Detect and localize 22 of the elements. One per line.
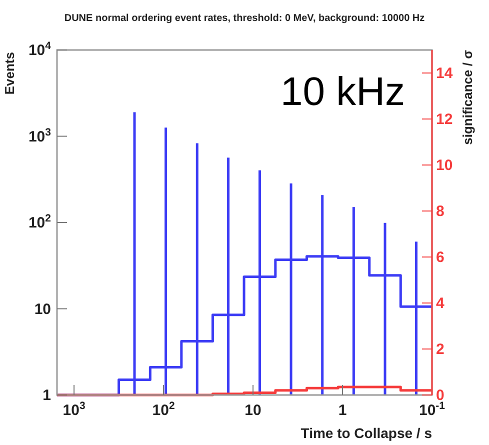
y-tick-label: 10 bbox=[34, 300, 51, 318]
y-axis-title: Events bbox=[2, 52, 17, 95]
x-tick-label: 10$^{2}$ bbox=[152, 400, 175, 419]
y-tick-label: 10$^{4}$ bbox=[28, 40, 52, 59]
x-axis-title: Time to Collapse / s bbox=[300, 425, 432, 441]
y-tick-label: 1 bbox=[42, 387, 51, 404]
y2-tick-label: 14 bbox=[436, 65, 454, 82]
x-tick-label: 1 bbox=[338, 402, 347, 419]
y2-axis-title: significance / σ bbox=[460, 50, 475, 145]
x-tick-label: 10 bbox=[244, 402, 262, 419]
y2-tick-label: 4 bbox=[436, 295, 445, 312]
x-tick-label: 10$^{-1}$ bbox=[418, 400, 446, 419]
y2-tick-label: 10 bbox=[436, 157, 453, 174]
y-tick-label: 10$^{3}$ bbox=[28, 126, 52, 146]
y2-tick-label: 8 bbox=[436, 203, 444, 220]
y2-tick-label: 6 bbox=[436, 249, 444, 266]
chart-title: DUNE normal ordering event rates, threshold: 0 MeV, background: 10000 Hz bbox=[64, 13, 425, 24]
annotation: 10 kHz bbox=[280, 70, 405, 114]
y-tick-label: 10$^{2}$ bbox=[28, 212, 52, 232]
y2-tick-label: 12 bbox=[436, 111, 453, 128]
y2-tick-label: 2 bbox=[436, 341, 444, 358]
x-tick-label: 10$^{3}$ bbox=[62, 400, 86, 419]
